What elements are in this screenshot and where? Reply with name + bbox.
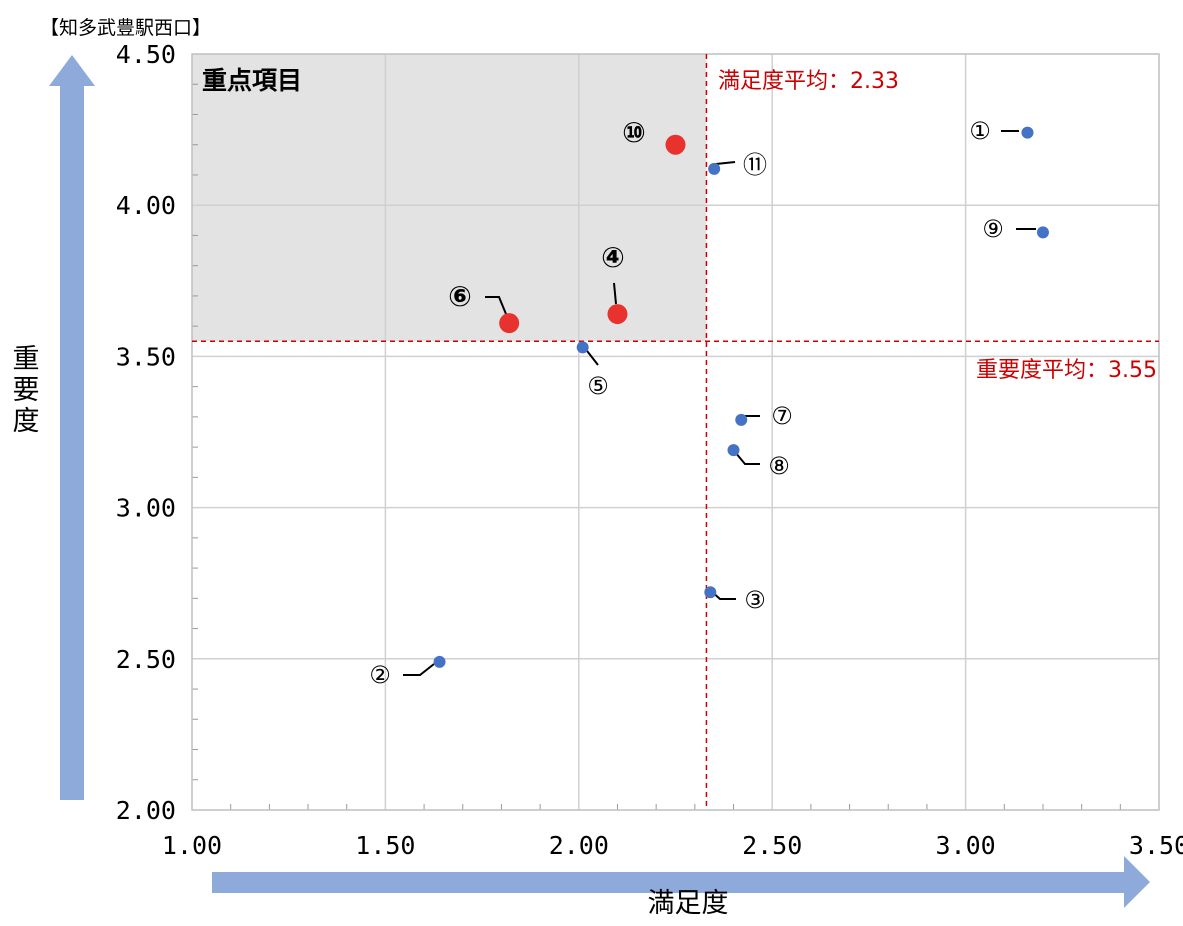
leader-line bbox=[715, 161, 736, 165]
y-tick-label: 4.00 bbox=[116, 191, 176, 220]
x-tick-label: 3.00 bbox=[935, 831, 995, 860]
point-label: ⑤ bbox=[587, 372, 609, 400]
leader-line bbox=[734, 451, 760, 465]
y-tick-label: 2.50 bbox=[116, 645, 176, 674]
priority-zone bbox=[192, 54, 707, 342]
point-label: ⑦ bbox=[771, 402, 793, 430]
point-label: ⑧ bbox=[768, 452, 790, 480]
leader-line bbox=[485, 296, 507, 315]
x-axis-arrow bbox=[212, 856, 1150, 908]
priority-point bbox=[665, 134, 686, 155]
point-label: ④ bbox=[601, 241, 625, 274]
y-tick-label: 3.00 bbox=[116, 494, 176, 523]
point-label: ① bbox=[969, 117, 991, 145]
priority-zone-label: 重点項目 bbox=[202, 66, 302, 95]
minor-tick-marks bbox=[192, 83, 1121, 810]
y-tick-labels: 2.00 2.50 3.00 3.50 4.00 4.50 bbox=[116, 40, 176, 825]
point-label: ② bbox=[369, 661, 391, 689]
y-tick-label: 3.50 bbox=[116, 342, 176, 371]
data-point bbox=[433, 655, 446, 668]
point-label: ⑥ bbox=[448, 280, 472, 313]
x-tick-label: 3.50 bbox=[1129, 831, 1183, 860]
data-point bbox=[708, 162, 721, 175]
gridlines bbox=[192, 54, 1159, 810]
data-point bbox=[1021, 126, 1034, 139]
data-points: ① ② ③ ④ ⑤ ⑥ ⑦ ⑧ ⑨ ⑩ ⑪ bbox=[369, 116, 1049, 689]
importance-mean-label: 重要度平均：3.55 bbox=[976, 358, 1157, 383]
point-label: ⑪ bbox=[743, 151, 767, 179]
data-point bbox=[1036, 226, 1049, 239]
y-axis-title-char: 重 bbox=[13, 344, 40, 375]
data-point bbox=[727, 444, 740, 457]
point-label: ⑩ bbox=[622, 116, 646, 149]
x-tick-labels: 1.00 1.50 2.00 2.50 3.00 3.50 bbox=[162, 831, 1183, 860]
y-axis-title: 重要度 bbox=[13, 344, 40, 437]
x-tick-label: 1.00 bbox=[162, 831, 222, 860]
leader-line bbox=[403, 663, 435, 676]
y-tick-label: 4.50 bbox=[116, 40, 176, 69]
x-axis-title: 満足度 bbox=[648, 888, 729, 919]
plot-border bbox=[191, 53, 1160, 811]
y-axis-arrow bbox=[49, 55, 95, 800]
station-label: 【知多武豊駅西口】 bbox=[40, 17, 211, 39]
x-tick-label: 2.50 bbox=[742, 831, 802, 860]
y-tick-label: 2.00 bbox=[116, 796, 176, 825]
leader-line bbox=[613, 282, 617, 305]
x-tick-label: 1.50 bbox=[355, 831, 415, 860]
data-point bbox=[735, 413, 748, 426]
x-tick-label: 2.00 bbox=[549, 831, 609, 860]
data-point bbox=[704, 586, 717, 599]
priority-point bbox=[499, 313, 520, 334]
point-label: ③ bbox=[744, 586, 766, 614]
satisfaction-mean-label: 満足度平均：2.33 bbox=[718, 69, 899, 94]
y-axis-title-char: 要 bbox=[13, 375, 40, 406]
data-point bbox=[576, 341, 589, 354]
y-axis-title-char: 度 bbox=[13, 406, 40, 437]
point-label: ⑨ bbox=[982, 215, 1004, 243]
priority-point bbox=[607, 304, 628, 325]
